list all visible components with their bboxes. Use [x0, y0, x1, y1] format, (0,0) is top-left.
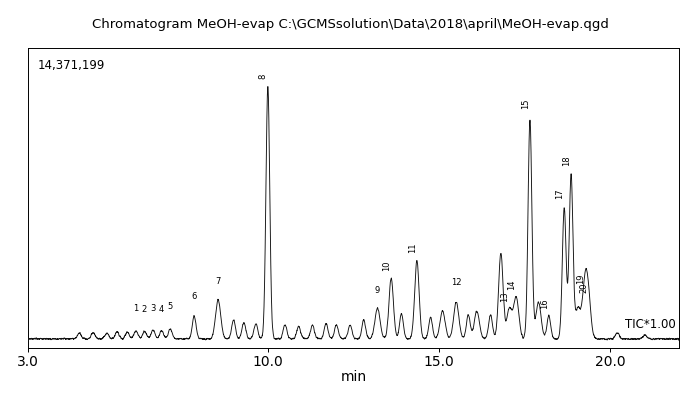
- Text: 7: 7: [216, 276, 220, 286]
- Text: Chromatogram MeOH-evap C:\GCMSsolution\Data\2018\april\MeOH-evap.qgd: Chromatogram MeOH-evap C:\GCMSsolution\D…: [92, 18, 608, 31]
- Text: 14,371,199: 14,371,199: [38, 58, 105, 72]
- Text: 20: 20: [579, 282, 588, 293]
- Text: 16: 16: [540, 299, 549, 309]
- Text: 5: 5: [167, 302, 173, 311]
- Text: 19: 19: [576, 273, 584, 284]
- Text: 4: 4: [159, 305, 164, 314]
- Text: 18: 18: [562, 155, 571, 166]
- Text: 8: 8: [259, 74, 268, 80]
- Text: TIC*1.00: TIC*1.00: [625, 318, 676, 332]
- Text: 12: 12: [451, 278, 461, 287]
- Text: 15: 15: [521, 98, 530, 109]
- Text: 10: 10: [382, 260, 391, 271]
- Text: 9: 9: [375, 286, 380, 294]
- Text: 6: 6: [192, 292, 197, 301]
- Text: 2: 2: [142, 305, 147, 314]
- Text: 14: 14: [508, 280, 517, 290]
- Text: 3: 3: [150, 304, 155, 312]
- Text: 1: 1: [133, 304, 139, 312]
- Text: 17: 17: [555, 188, 564, 199]
- Text: 11: 11: [408, 242, 417, 253]
- X-axis label: min: min: [340, 370, 367, 384]
- Text: 13: 13: [500, 291, 510, 302]
